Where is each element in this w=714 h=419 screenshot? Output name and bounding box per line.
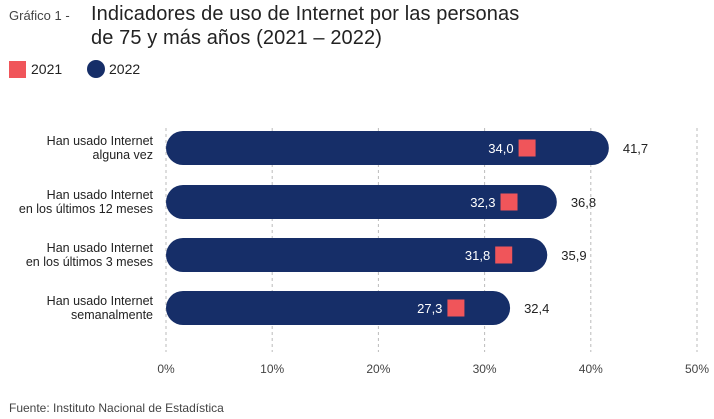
x-tick-label: 10%	[260, 362, 284, 376]
legend-swatch-2022	[87, 60, 105, 78]
category-label: semanalmente	[71, 308, 153, 322]
value-label-2021: 31,8	[465, 248, 490, 263]
legend-swatch-2021	[9, 61, 26, 78]
value-label-2022: 32,4	[524, 301, 549, 316]
category-label: en los últimos 3 meses	[26, 255, 153, 269]
value-label-2022: 35,9	[561, 248, 586, 263]
source-note: Fuente: Instituto Nacional de Estadístic…	[9, 401, 224, 415]
bar-2022	[166, 185, 557, 219]
marker-2021	[500, 193, 518, 211]
category-label: en los últimos 12 meses	[19, 202, 153, 216]
bar-2022	[166, 291, 511, 325]
legend-label-2021: 2021	[31, 61, 63, 77]
category-label: Han usado Internet	[47, 294, 154, 308]
category-label: Han usado Internet	[47, 241, 154, 255]
category-label: Han usado Internet	[47, 188, 154, 202]
legend-label-2022: 2022	[109, 61, 141, 77]
value-label-2021: 32,3	[470, 195, 495, 210]
value-label-2022: 41,7	[623, 141, 648, 156]
value-label-2021: 27,3	[417, 301, 442, 316]
title-line-2: de 75 y más años (2021 – 2022)	[91, 27, 382, 49]
category-label: Han usado Internet	[47, 134, 154, 148]
bar-2022	[166, 131, 609, 165]
title-prefix: Gráfico 1 -	[9, 8, 70, 23]
x-tick-label: 50%	[685, 362, 709, 376]
value-label-2022: 36,8	[571, 195, 596, 210]
marker-2021	[447, 299, 465, 317]
x-tick-label: 30%	[473, 362, 497, 376]
value-label-2021: 34,0	[488, 141, 513, 156]
x-tick-label: 0%	[157, 362, 175, 376]
category-label: alguna vez	[93, 148, 153, 162]
marker-2021	[495, 246, 513, 264]
bar-2022	[166, 238, 548, 272]
x-tick-label: 40%	[579, 362, 603, 376]
title-line-1: Indicadores de uso de Internet por las p…	[91, 3, 520, 25]
marker-2021	[518, 139, 536, 157]
title-main: Indicadores de uso de Internet por las p…	[91, 2, 691, 50]
x-tick-label: 20%	[366, 362, 390, 376]
